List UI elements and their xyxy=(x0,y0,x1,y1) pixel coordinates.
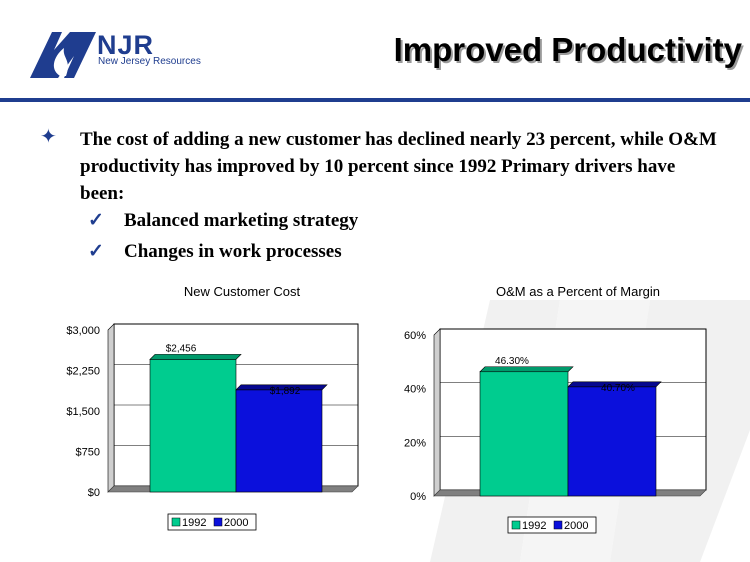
bar-top-2000 xyxy=(567,381,662,388)
sub-bullet-2: ✓ Changes in work processes xyxy=(88,240,342,264)
legend-swatch xyxy=(213,517,223,527)
data-label: $2,456 xyxy=(166,343,197,354)
y-tick-label: $2,250 xyxy=(66,366,100,378)
chart-title: New Customer Cost xyxy=(184,284,301,299)
om-percent-margin-chart: O&M as a Percent of Margin 0% 20% 40% 60% 46.… xyxy=(380,282,720,542)
sub-bullet-1: ✓ Balanced marketing strategy xyxy=(88,209,358,233)
legend-label: 2000 xyxy=(224,517,248,529)
header-divider xyxy=(0,98,750,102)
bar-2000 xyxy=(567,386,657,497)
checkmark-icon: ✓ xyxy=(88,241,104,262)
main-bullet-text: The cost of adding a new customer has de… xyxy=(80,129,717,204)
legend-box xyxy=(507,516,597,534)
y-tick-label: 60% xyxy=(404,330,426,342)
y-tick-label: $750 xyxy=(76,447,100,459)
om-percent-margin-svg: O&M as a Percent of Margin 0% 20% 40% 60% 46.… xyxy=(404,284,707,534)
checkmark-icon: ✓ xyxy=(88,210,104,231)
plot-side-wall xyxy=(433,328,441,497)
bar-1992 xyxy=(149,359,237,493)
chart-title: O&M as a Percent of Margin xyxy=(496,284,660,299)
new-customer-cost-chart: New Customer Cost $0 $750 $1,500 $2,250 $3,00… xyxy=(40,282,360,542)
bar-1992 xyxy=(479,371,569,497)
data-label: $1,892 xyxy=(270,386,301,397)
y-tick-label: 0% xyxy=(410,491,426,503)
four-point-star-icon: ✦ xyxy=(40,126,57,148)
bar-top-1992 xyxy=(149,354,242,360)
slide-title: Improved Productivity xyxy=(393,31,742,68)
data-label: 40.70% xyxy=(601,383,635,394)
legend-label: 1992 xyxy=(522,520,546,532)
njr-logo-mark xyxy=(30,32,96,78)
bar-top-1992 xyxy=(479,366,574,373)
legend-swatch xyxy=(553,520,563,530)
y-tick-label: $0 xyxy=(88,487,100,499)
y-tick-label: $1,500 xyxy=(66,406,100,418)
bar-2000 xyxy=(235,389,323,493)
sub-bullet-text: Changes in work processes xyxy=(124,241,342,262)
legend-label: 1992 xyxy=(182,517,206,529)
logo-subtitle: New Jersey Resources xyxy=(98,56,201,67)
legend-label: 2000 xyxy=(564,520,588,532)
new-customer-cost-svg: New Customer Cost $0 $750 $1,500 $2,250 $3,00… xyxy=(66,284,359,531)
logo-wordmark: NJR xyxy=(97,30,155,60)
y-tick-label: 20% xyxy=(404,437,426,449)
y-tick-label: $3,000 xyxy=(66,325,100,337)
legend-swatch xyxy=(511,520,521,530)
legend-box xyxy=(167,513,257,531)
bar-top-2000 xyxy=(235,384,328,391)
sub-bullet-text: Balanced marketing strategy xyxy=(124,210,359,231)
y-tick-label: 40% xyxy=(404,384,426,396)
plot-side-wall xyxy=(107,323,115,493)
data-label: 46.30% xyxy=(495,356,529,367)
legend-swatch xyxy=(171,517,181,527)
